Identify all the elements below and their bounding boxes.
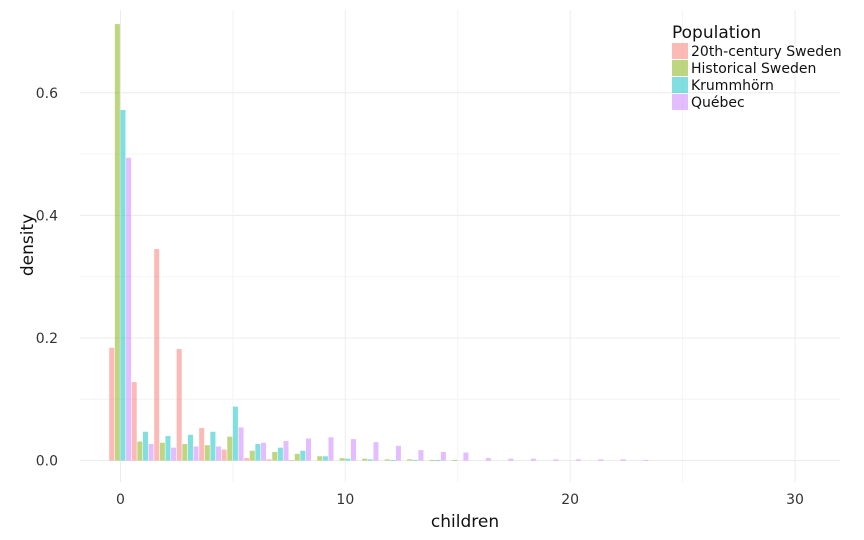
bar-historical-sweden-10 xyxy=(339,458,345,461)
bar-20th-century-sweden-4 xyxy=(199,428,205,461)
y-tick-label: 0.6 xyxy=(36,86,58,102)
legend-label: 20th-century Sweden xyxy=(691,44,842,60)
bar-historical-sweden-2 xyxy=(159,442,165,461)
bar-qu-bec-15 xyxy=(463,452,469,461)
bar-historical-sweden-15 xyxy=(452,459,458,461)
bar-qu-bec-11 xyxy=(373,442,379,461)
bar-krummh-rn-2 xyxy=(165,436,171,461)
legend-swatch xyxy=(672,60,688,76)
bar-krummh-rn-6 xyxy=(255,443,261,461)
bar-qu-bec-22 xyxy=(620,459,626,461)
bar-historical-sweden-5 xyxy=(227,436,233,461)
legend-label: Krummhörn xyxy=(691,78,774,94)
bar-20th-century-sweden-2 xyxy=(154,249,160,461)
bar-krummh-rn-9 xyxy=(322,456,328,461)
bar-qu-bec-14 xyxy=(440,451,446,461)
bar-historical-sweden-1 xyxy=(137,441,143,461)
bar-qu-bec-7 xyxy=(283,440,289,461)
legend-swatch xyxy=(672,94,688,110)
bar-20th-century-sweden-0 xyxy=(109,347,115,461)
bar-qu-bec-2 xyxy=(171,447,177,461)
bar-qu-bec-21 xyxy=(598,459,604,461)
x-tick-label: 10 xyxy=(336,492,354,508)
x-tick-label: 30 xyxy=(786,492,804,508)
bar-krummh-rn-10 xyxy=(345,458,351,461)
legend-swatch xyxy=(672,43,688,59)
bar-qu-bec-5 xyxy=(238,427,244,461)
bar-qu-bec-4 xyxy=(216,446,222,461)
bar-historical-sweden-9 xyxy=(317,456,323,461)
bar-historical-sweden-8 xyxy=(294,453,300,461)
bar-qu-bec-9 xyxy=(328,437,334,461)
y-tick-label: 0.2 xyxy=(36,331,58,347)
bar-krummh-rn-1 xyxy=(142,431,148,461)
bar-qu-bec-20 xyxy=(575,459,581,461)
bar-20th-century-sweden-6 xyxy=(244,458,250,461)
bar-krummh-rn-11 xyxy=(367,459,373,461)
legend-label: Historical Sweden xyxy=(691,61,816,77)
bar-20th-century-sweden-7 xyxy=(266,459,272,461)
bar-qu-bec-0 xyxy=(126,157,132,461)
bars xyxy=(109,24,649,461)
bar-historical-sweden-4 xyxy=(204,445,210,461)
bar-qu-bec-6 xyxy=(261,442,267,461)
bar-krummh-rn-8 xyxy=(300,450,306,461)
bar-20th-century-sweden-1 xyxy=(131,382,137,461)
bar-qu-bec-10 xyxy=(350,439,356,461)
bar-qu-bec-17 xyxy=(508,458,514,461)
legend: Population 20th-century SwedenHistorical… xyxy=(672,23,842,111)
bar-qu-bec-13 xyxy=(418,450,424,461)
bar-krummh-rn-14 xyxy=(435,459,441,461)
legend-title: Population xyxy=(672,23,761,43)
x-axis-ticks: 0 10 20 30 xyxy=(116,492,804,508)
bar-historical-sweden-6 xyxy=(249,450,255,461)
x-tick-label: 20 xyxy=(561,492,579,508)
bar-krummh-rn-13 xyxy=(412,459,418,461)
bar-krummh-rn-0 xyxy=(120,109,126,461)
y-axis-ticks: 0.0 0.2 0.4 0.6 xyxy=(36,86,58,470)
bar-qu-bec-19 xyxy=(553,459,559,461)
y-axis-title: density xyxy=(18,214,38,276)
bar-20th-century-sweden-5 xyxy=(221,449,227,461)
x-tick-label: 0 xyxy=(116,492,125,508)
bar-krummh-rn-5 xyxy=(232,406,238,461)
bar-20th-century-sweden-3 xyxy=(176,348,182,461)
bar-qu-bec-18 xyxy=(530,458,536,461)
bar-qu-bec-12 xyxy=(395,445,401,461)
bar-krummh-rn-7 xyxy=(277,447,283,461)
legend-label: Québec xyxy=(691,95,745,111)
bar-historical-sweden-12 xyxy=(384,459,390,461)
bar-historical-sweden-13 xyxy=(407,459,413,461)
y-tick-label: 0.0 xyxy=(36,454,58,470)
bar-krummh-rn-3 xyxy=(187,434,193,461)
bar-qu-bec-1 xyxy=(148,443,154,461)
bar-historical-sweden-14 xyxy=(429,459,435,461)
bar-qu-bec-23 xyxy=(643,459,649,461)
bar-qu-bec-8 xyxy=(305,438,311,461)
x-axis-title: children xyxy=(431,512,499,532)
legend-swatch xyxy=(672,77,688,93)
bar-krummh-rn-12 xyxy=(390,459,396,461)
bar-historical-sweden-7 xyxy=(272,451,278,461)
bar-krummh-rn-4 xyxy=(210,431,216,461)
bar-historical-sweden-3 xyxy=(182,443,188,461)
bar-20th-century-sweden-8 xyxy=(289,459,295,461)
bar-qu-bec-16 xyxy=(485,458,491,461)
y-tick-label: 0.4 xyxy=(36,208,58,224)
bar-qu-bec-3 xyxy=(193,446,199,461)
bar-historical-sweden-0 xyxy=(114,24,120,461)
bar-historical-sweden-11 xyxy=(362,458,368,461)
